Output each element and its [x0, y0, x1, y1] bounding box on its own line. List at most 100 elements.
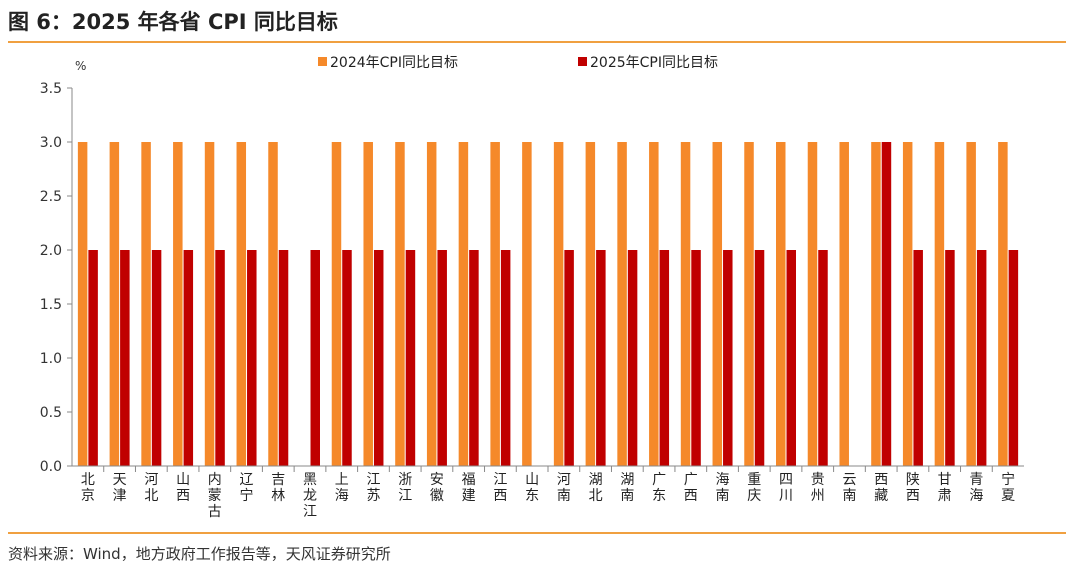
bar	[141, 142, 151, 466]
y-tick-label: 0.0	[40, 459, 62, 475]
x-category-label: 云南	[842, 472, 856, 504]
bar	[998, 142, 1008, 466]
bar	[151, 250, 162, 466]
x-category-label: 宁夏	[1001, 471, 1015, 504]
bar	[596, 250, 606, 466]
x-category-label: 江苏	[366, 472, 380, 504]
bar	[723, 250, 733, 466]
y-tick-label: 3.5	[40, 81, 62, 97]
source-note: 资料来源：Wind，地方政府工作报告等，天风证券研究所	[8, 545, 391, 563]
legend-label: 2024年CPI同比目标	[330, 55, 458, 71]
bar	[215, 250, 225, 466]
x-category-label: 海南	[716, 472, 730, 504]
bar	[818, 250, 828, 466]
legend-swatch	[578, 57, 587, 66]
y-tick-label: 2.5	[40, 189, 62, 205]
bar	[649, 142, 659, 466]
bar	[807, 142, 818, 466]
bar	[500, 250, 511, 466]
x-category-label: 陕西	[906, 472, 920, 504]
bar	[88, 250, 98, 466]
x-category-label: 河南	[557, 472, 571, 504]
y-tick-label: 3.0	[40, 135, 62, 151]
bar	[268, 142, 278, 466]
bar	[786, 250, 796, 466]
bar	[204, 142, 215, 466]
bar	[913, 250, 923, 466]
bar	[691, 250, 701, 466]
bar	[490, 142, 500, 466]
bar	[109, 142, 120, 466]
x-category-label: 浙江	[398, 472, 412, 504]
bar	[934, 142, 945, 466]
x-category-label: 黑龙江	[303, 472, 317, 520]
legend-label: 2025年CPI同比目标	[590, 55, 718, 71]
bar	[564, 250, 574, 466]
bar	[310, 250, 320, 466]
bar	[77, 142, 88, 466]
bar	[627, 250, 638, 466]
bar	[173, 142, 183, 466]
bar	[659, 250, 670, 466]
bar	[881, 142, 892, 466]
x-category-label: 西藏	[874, 472, 888, 504]
bar	[945, 250, 955, 466]
bar	[744, 142, 754, 466]
x-category-label: 江西	[493, 472, 507, 504]
bar	[236, 142, 247, 466]
y-tick-label: 1.5	[40, 297, 62, 313]
x-category-label: 贵州	[811, 472, 825, 504]
x-category-label: 湖南	[620, 472, 634, 504]
bar	[373, 250, 384, 466]
x-category-label: 上海	[335, 472, 349, 504]
x-category-label: 山西	[176, 472, 190, 504]
x-category-label: 广东	[652, 472, 666, 504]
bar	[712, 142, 723, 466]
bar	[680, 142, 691, 466]
bar-chart: 0.0 0.5 1.0 1.5 2.0 2.5 3.0 3.5% 2024年CPI同比目标 202…	[40, 55, 1024, 520]
bar	[522, 142, 532, 466]
y-tick-label: 1.0	[40, 351, 62, 367]
y-tick-label: 2.0	[40, 243, 62, 259]
bar	[458, 142, 469, 466]
bar	[437, 250, 447, 466]
chart-title: 图 6：2025 年各省 CPI 同比目标	[8, 10, 338, 34]
bar	[469, 250, 479, 466]
y-axis-unit: %	[75, 59, 86, 73]
x-category-label: 天津	[113, 472, 127, 504]
x-category-label: 四川	[779, 472, 793, 504]
x-category-label: 辽宁	[240, 472, 254, 504]
x-category-label: 山东	[525, 472, 539, 504]
bar	[278, 250, 289, 466]
bar	[342, 250, 352, 466]
bar	[976, 250, 987, 466]
bar	[120, 250, 130, 466]
legend-swatch	[318, 57, 327, 66]
x-category-label: 安徽	[430, 472, 444, 504]
y-tick-label: 0.5	[40, 405, 62, 421]
x-category-label: 重庆	[747, 472, 761, 504]
x-category-label: 吉林	[271, 472, 285, 504]
x-category-label: 河北	[144, 472, 158, 504]
bar	[247, 250, 257, 466]
bottom-divider	[8, 532, 1066, 534]
bar	[553, 142, 564, 466]
bar	[617, 142, 627, 466]
bar	[585, 142, 596, 466]
bar	[395, 142, 405, 466]
bar	[754, 250, 765, 466]
x-category-label: 北京	[81, 472, 95, 504]
x-category-label: 福建	[462, 472, 476, 504]
x-category-label: 湖北	[589, 472, 603, 504]
bar	[1008, 250, 1019, 466]
bar	[426, 142, 437, 466]
bar	[331, 142, 342, 466]
bar	[966, 142, 976, 466]
bar	[405, 250, 416, 466]
x-category-label: 内蒙古	[208, 472, 222, 520]
bar	[839, 142, 849, 466]
top-divider	[8, 41, 1066, 43]
bar	[871, 142, 881, 466]
x-category-label: 青海	[969, 472, 983, 504]
x-category-label: 广西	[684, 472, 698, 504]
